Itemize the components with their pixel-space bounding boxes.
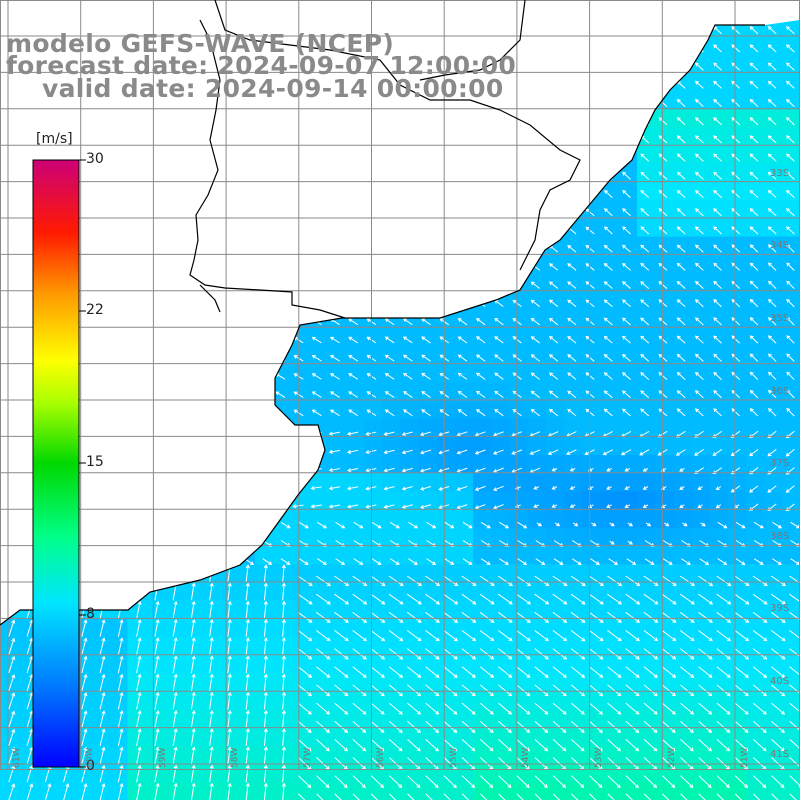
longitude-label: 52W: [667, 747, 677, 768]
latitude-label: 41S: [770, 749, 790, 760]
coastline: [0, 0, 765, 626]
latitude-label: 35S: [770, 313, 790, 324]
latitude-label: 39S: [770, 603, 790, 614]
latitude-label: 37S: [770, 458, 790, 469]
colorbar-tick-label: 0: [86, 758, 95, 774]
longitude-label: 54W: [521, 747, 531, 768]
valid-date: valid date: 2024-09-14 00:00:00: [42, 74, 504, 103]
forecast-date: forecast date: 2024-09-07 12:00:00: [6, 51, 517, 80]
colorbar-gradient: [32, 159, 80, 768]
longitude-label: 53W: [594, 747, 604, 768]
longitude-label: 59W: [158, 747, 168, 768]
colorbar-tick-label: 30: [86, 151, 104, 167]
latitude-label: 38S: [770, 531, 790, 542]
longitude-label: 55W: [449, 747, 459, 768]
longitude-label: 57W: [303, 747, 313, 768]
latitude-label: 34S: [770, 240, 790, 251]
colorbar-tick-label: 8: [86, 606, 95, 622]
colorbar: [32, 159, 86, 768]
longitude-label: 58W: [230, 747, 240, 768]
colorbar-tick-label: 15: [86, 454, 104, 470]
longitude-label: 61W: [12, 747, 22, 768]
latitude-label: 36S: [770, 386, 790, 397]
longitude-label: 56W: [376, 747, 386, 768]
latitude-label: 40S: [770, 676, 790, 687]
latitude-label: 33S: [770, 168, 790, 179]
colorbar-tick-label: 22: [86, 302, 104, 318]
colorbar-unit: [m/s]: [36, 131, 73, 147]
model-title: modelo GEFS-WAVE (NCEP): [6, 29, 395, 58]
longitude-label: 51W: [740, 747, 750, 768]
longitude-label: 60W: [85, 747, 95, 768]
